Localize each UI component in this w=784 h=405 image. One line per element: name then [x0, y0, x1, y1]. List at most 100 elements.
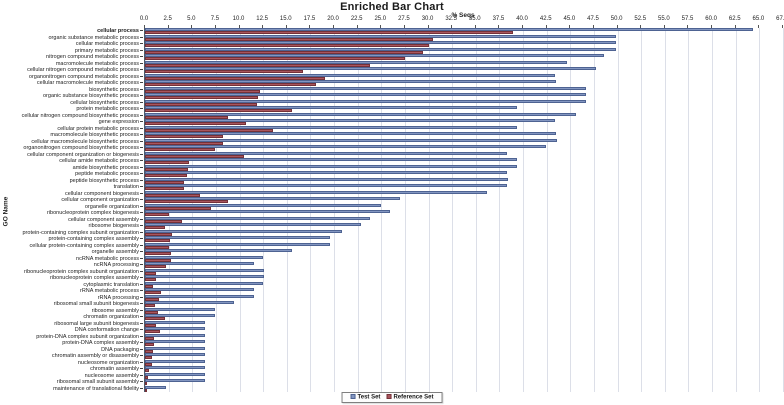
reference-set-bar	[145, 89, 261, 93]
test-set-bar	[145, 229, 342, 233]
reference-set-bar	[145, 356, 152, 360]
category-label-text: cellular macromolecule metabolic process	[36, 80, 139, 86]
category-label: ribosomal large subunit biogenesis	[0, 321, 143, 328]
x-tick-mark	[687, 25, 689, 28]
gridline	[168, 28, 170, 392]
gridline	[145, 28, 146, 392]
bar-row	[145, 47, 783, 55]
category-label-text: gene expression	[98, 119, 139, 125]
category-label-text: ribosome biogenesis	[88, 223, 139, 229]
bar-row	[145, 275, 783, 282]
test-set-bar	[145, 262, 254, 266]
bar-row	[145, 80, 783, 87]
y-tick-mark	[140, 355, 143, 357]
category-label-text: cellular component organization or bioge…	[27, 151, 139, 158]
gridline	[712, 28, 714, 392]
bar-row	[145, 158, 783, 165]
test-set-bar	[145, 28, 753, 32]
y-tick-mark	[140, 212, 143, 214]
gridline	[641, 28, 643, 392]
category-label-text: peptide biosynthetic process	[69, 177, 139, 184]
y-tick-mark	[140, 231, 143, 233]
x-tick-mark	[144, 25, 145, 28]
category-label-text: maintenance of translational fidelity	[53, 385, 139, 392]
category-label-text: ribosomal large subunit biogenesis	[54, 320, 139, 327]
y-tick-mark	[140, 381, 143, 383]
reference-set-bar	[145, 330, 161, 334]
test-set-bar	[145, 164, 518, 168]
y-tick-mark	[140, 147, 143, 149]
gridline	[452, 28, 454, 392]
test-set-bar	[145, 366, 206, 370]
reference-set-bar	[145, 343, 154, 347]
reference-set-bar	[145, 369, 149, 373]
x-tick-mark	[427, 25, 429, 28]
bar-row	[145, 34, 783, 42]
bar-row	[145, 346, 783, 354]
test-set-bar	[145, 275, 265, 279]
category-label: ribonucleoprotein complex assembly	[0, 275, 143, 282]
category-label-text: cellular process	[97, 28, 139, 34]
bar-row	[145, 216, 783, 224]
y-tick-mark	[140, 342, 143, 344]
reference-set-bar	[145, 265, 166, 269]
category-label: cellular biosynthetic process	[0, 100, 143, 107]
reference-set-bar	[145, 96, 259, 100]
test-set-bar	[145, 314, 215, 318]
x-tick-label: 65.0	[752, 16, 765, 22]
reference-set-bar	[145, 349, 153, 353]
x-tick-label: 5.0	[187, 16, 196, 22]
y-tick-mark	[140, 348, 143, 350]
reference-set-bar	[145, 388, 147, 392]
test-set-bar	[145, 112, 576, 116]
bar-row	[145, 145, 783, 152]
category-label-text: ribonucleoprotein complex biogenesis	[46, 210, 139, 216]
category-label: cellular metabolic process	[0, 41, 143, 48]
reference-set-bar	[145, 141, 223, 145]
category-label: organic substance metabolic process	[0, 35, 143, 42]
x-axis-label: % Seqs	[451, 11, 475, 19]
bar-row	[145, 138, 783, 146]
category-label-text: peptide metabolic process	[75, 171, 139, 177]
gridline	[499, 28, 501, 392]
test-set-bar	[145, 184, 507, 188]
reference-set-bar	[145, 187, 184, 191]
reference-set-bar	[145, 122, 247, 126]
x-tick-label: 0.0	[139, 16, 149, 22]
test-set-bar	[145, 119, 556, 123]
y-tick-mark	[140, 75, 143, 77]
x-tick-label: 57.5	[681, 16, 694, 22]
bar-row	[145, 164, 783, 172]
bar-row	[145, 359, 783, 367]
bar-row	[145, 288, 783, 295]
category-label-text: ncRNA processing	[93, 262, 139, 268]
x-tick-label: 50.0	[610, 16, 623, 22]
y-tick-mark	[140, 329, 143, 331]
category-label: DNA conformation change	[0, 327, 143, 334]
bar-row	[145, 190, 783, 198]
y-tick-mark	[140, 179, 143, 181]
test-set-bar	[145, 145, 546, 149]
y-tick-mark	[140, 270, 143, 272]
category-label-text: nucleosome organization	[77, 359, 139, 366]
bar-row	[145, 184, 783, 191]
test-set-bar	[145, 255, 264, 259]
reference-set-bar	[145, 76, 325, 80]
category-label: cellular nitrogen compound biosynthetic …	[0, 113, 143, 120]
gridline	[381, 28, 383, 392]
bar-row	[145, 99, 783, 107]
y-tick-mark	[140, 69, 143, 71]
category-label-text: cellular protein metabolic process	[57, 125, 139, 132]
category-label: translation	[0, 184, 143, 191]
category-label-text: nucleosome assembly	[84, 372, 139, 379]
reference-set-swatch-icon	[386, 394, 392, 399]
category-label-text: ribosome assembly	[91, 307, 139, 314]
category-label: protein-containing complex assembly	[0, 236, 143, 243]
reference-set-bar	[145, 278, 157, 282]
legend-label-test-set: Test Set	[357, 394, 381, 401]
x-tick-label: 60.0	[705, 16, 717, 22]
bar-row	[145, 67, 783, 74]
gridline	[334, 28, 336, 392]
category-label-text: ribosomal small subunit biogenesis	[53, 301, 139, 307]
x-tick-mark	[309, 25, 311, 28]
